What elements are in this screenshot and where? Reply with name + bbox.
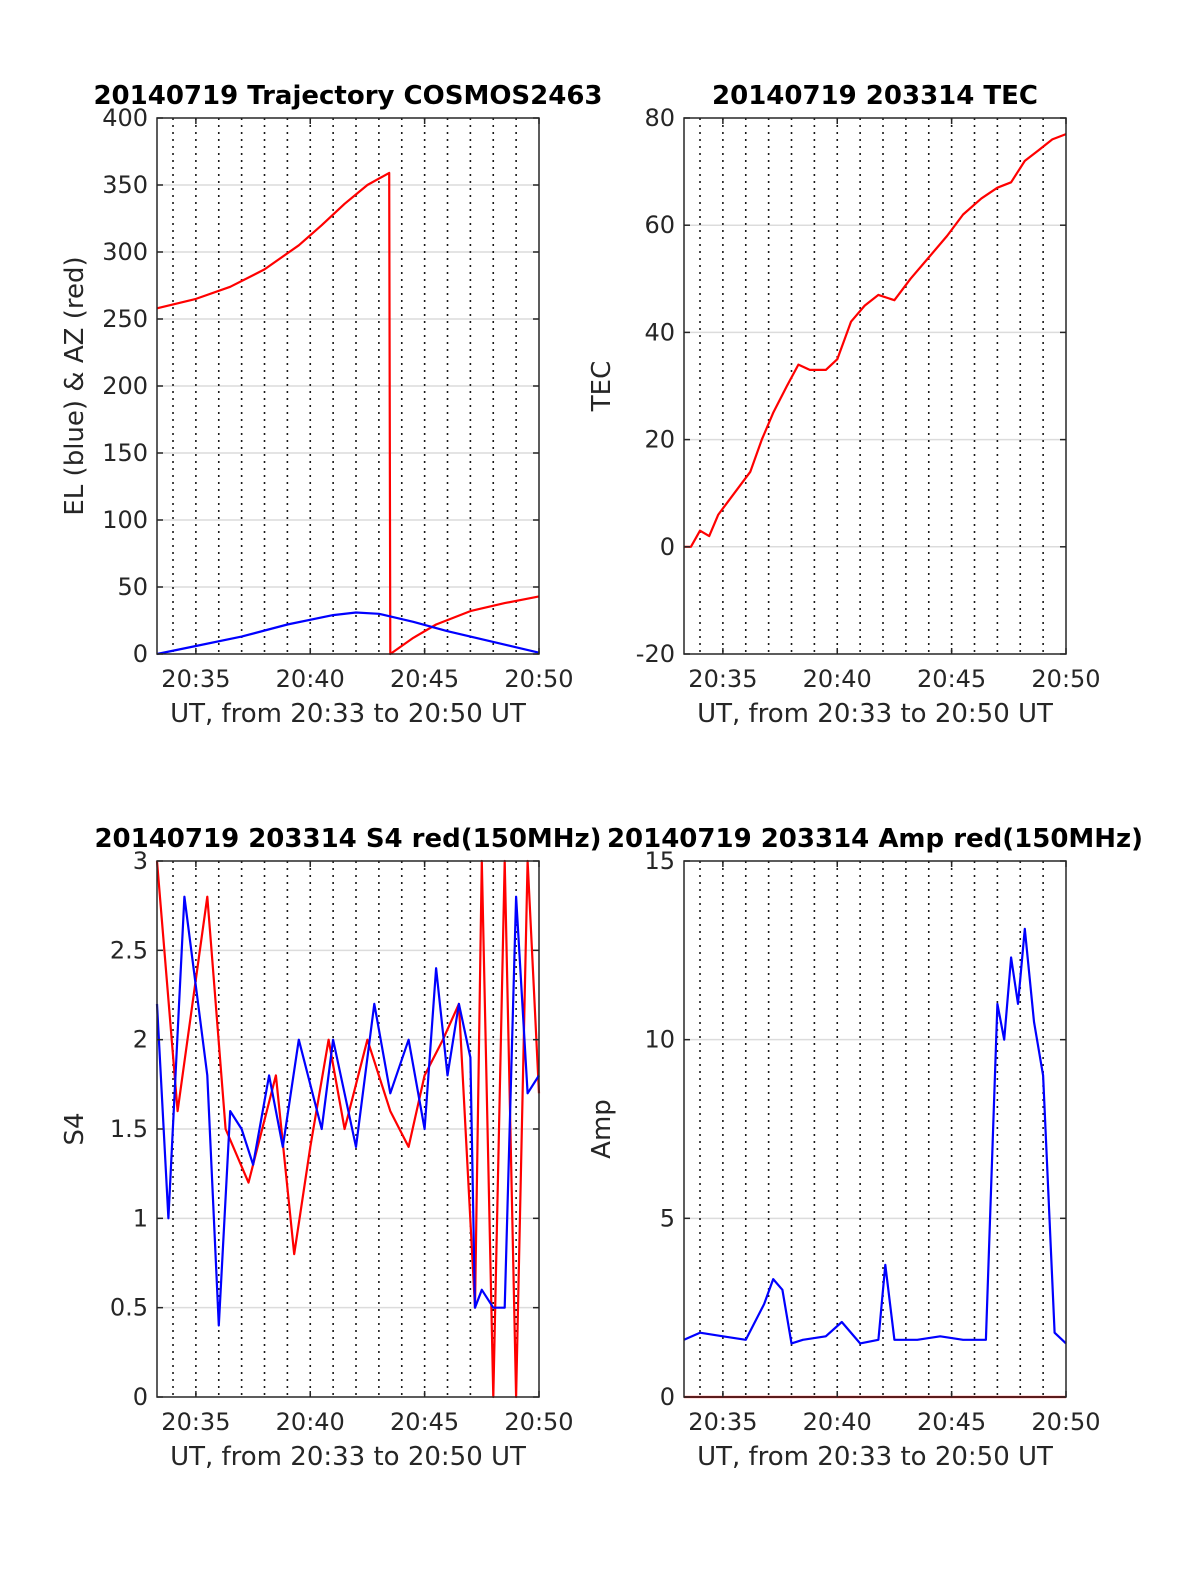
- panel-s4: 20:35 20:40 20:45 20:50 0 0.5 1 1.5 2 2.5 3 201407…: [60, 824, 602, 1472]
- y-tick-label-tec: 80: [644, 104, 675, 132]
- series-red-s4: [155, 859, 541, 1399]
- x-tick-label-amp: 20:40: [803, 1408, 872, 1436]
- y-tick-label-tec: 20: [644, 426, 675, 454]
- x-tick-label-s4: 20:45: [390, 1408, 459, 1436]
- x-axis-label-tec: UT, from 20:33 to 20:50 UT: [697, 699, 1053, 729]
- x-tick-label-trajectory: 20:50: [504, 665, 573, 693]
- y-tick-label-amp: 5: [660, 1204, 675, 1232]
- x-tick-label-amp: 20:45: [917, 1408, 986, 1436]
- y-tick-label-tec: -20: [636, 640, 675, 668]
- chart-title-s4: 20140719 203314 S4 red(150MHz): [94, 824, 601, 854]
- y-tick-label-tec: 40: [644, 318, 675, 346]
- panel-tec: 20:35 20:40 20:45 20:50 -20 0 20 40 60 80 2014071…: [587, 81, 1101, 729]
- y-tick-label-trajectory: 50: [117, 573, 148, 601]
- y-tick-label-trajectory: 100: [102, 506, 148, 534]
- x-tick-label-tec: 20:40: [803, 665, 872, 693]
- y-tick-label-trajectory: 300: [102, 238, 148, 266]
- x-tick-label-tec: 20:50: [1031, 665, 1100, 693]
- series-blue-s4: [155, 895, 540, 1327]
- x-axis-label-amp: UT, from 20:33 to 20:50 UT: [697, 1442, 1053, 1472]
- y-tick-label-s4: 0.5: [110, 1294, 148, 1322]
- series-blue-amp: [683, 927, 1067, 1345]
- axes-frame-amp: [683, 860, 1067, 1398]
- x-tick-label-tec: 20:35: [688, 665, 757, 693]
- y-tick-label-s4: 3: [133, 847, 148, 875]
- x-tick-label-s4: 20:35: [161, 1408, 230, 1436]
- y-axis-label-amp: Amp: [587, 1099, 617, 1159]
- chart-title-amp: 20140719 203314 Amp red(150MHz): [607, 824, 1143, 854]
- panel-amp: 20:35 20:40 20:45 20:50 0 5 10 15 20140719 2033…: [587, 824, 1143, 1472]
- x-tick-label-trajectory: 20:40: [276, 665, 345, 693]
- y-tick-label-amp: 15: [644, 847, 675, 875]
- series-az-trajectory: [156, 171, 540, 656]
- x-tick-label-tec: 20:45: [917, 665, 986, 693]
- y-tick-label-s4: 1.5: [110, 1115, 148, 1143]
- y-tick-label-tec: 60: [644, 211, 675, 239]
- y-tick-label-trajectory: 0: [133, 640, 148, 668]
- y-tick-label-amp: 0: [660, 1383, 675, 1411]
- x-axis-label-trajectory: UT, from 20:33 to 20:50 UT: [170, 699, 526, 729]
- chart-title-trajectory: 20140719 Trajectory COSMOS2463: [93, 81, 602, 111]
- y-tick-label-tec: 0: [660, 533, 675, 561]
- y-axis-label-s4: S4: [60, 1112, 90, 1145]
- series-tec-tec: [684, 133, 1067, 548]
- x-tick-label-s4: 20:50: [504, 1408, 573, 1436]
- y-tick-label-amp: 10: [644, 1026, 675, 1054]
- chart-title-tec: 20140719 203314 TEC: [712, 81, 1038, 111]
- y-tick-label-trajectory: 350: [102, 171, 148, 199]
- x-tick-label-amp: 20:35: [688, 1408, 757, 1436]
- x-tick-label-amp: 20:50: [1031, 1408, 1100, 1436]
- y-tick-label-s4: 2.5: [110, 936, 148, 964]
- x-axis-label-s4: UT, from 20:33 to 20:50 UT: [170, 1442, 526, 1472]
- y-tick-label-trajectory: 200: [102, 372, 148, 400]
- y-tick-label-s4: 2: [133, 1026, 148, 1054]
- y-tick-label-trajectory: 250: [102, 305, 148, 333]
- y-tick-label-s4: 1: [133, 1204, 148, 1232]
- series-el-trajectory: [156, 611, 540, 656]
- panel-trajectory: 20:35 20:40 20:45 20:50 0 50 100 150 200 250 300 35…: [60, 81, 603, 729]
- y-axis-label-tec: TEC: [587, 361, 617, 412]
- y-tick-label-trajectory: 150: [102, 439, 148, 467]
- y-tick-label-trajectory: 400: [102, 104, 148, 132]
- x-tick-label-s4: 20:40: [276, 1408, 345, 1436]
- x-tick-label-trajectory: 20:35: [161, 665, 230, 693]
- y-axis-label-trajectory: EL (blue) & AZ (red): [60, 256, 90, 515]
- axes-frame-tec: [683, 117, 1067, 655]
- x-tick-label-trajectory: 20:45: [390, 665, 459, 693]
- y-tick-label-s4: 0: [133, 1383, 148, 1411]
